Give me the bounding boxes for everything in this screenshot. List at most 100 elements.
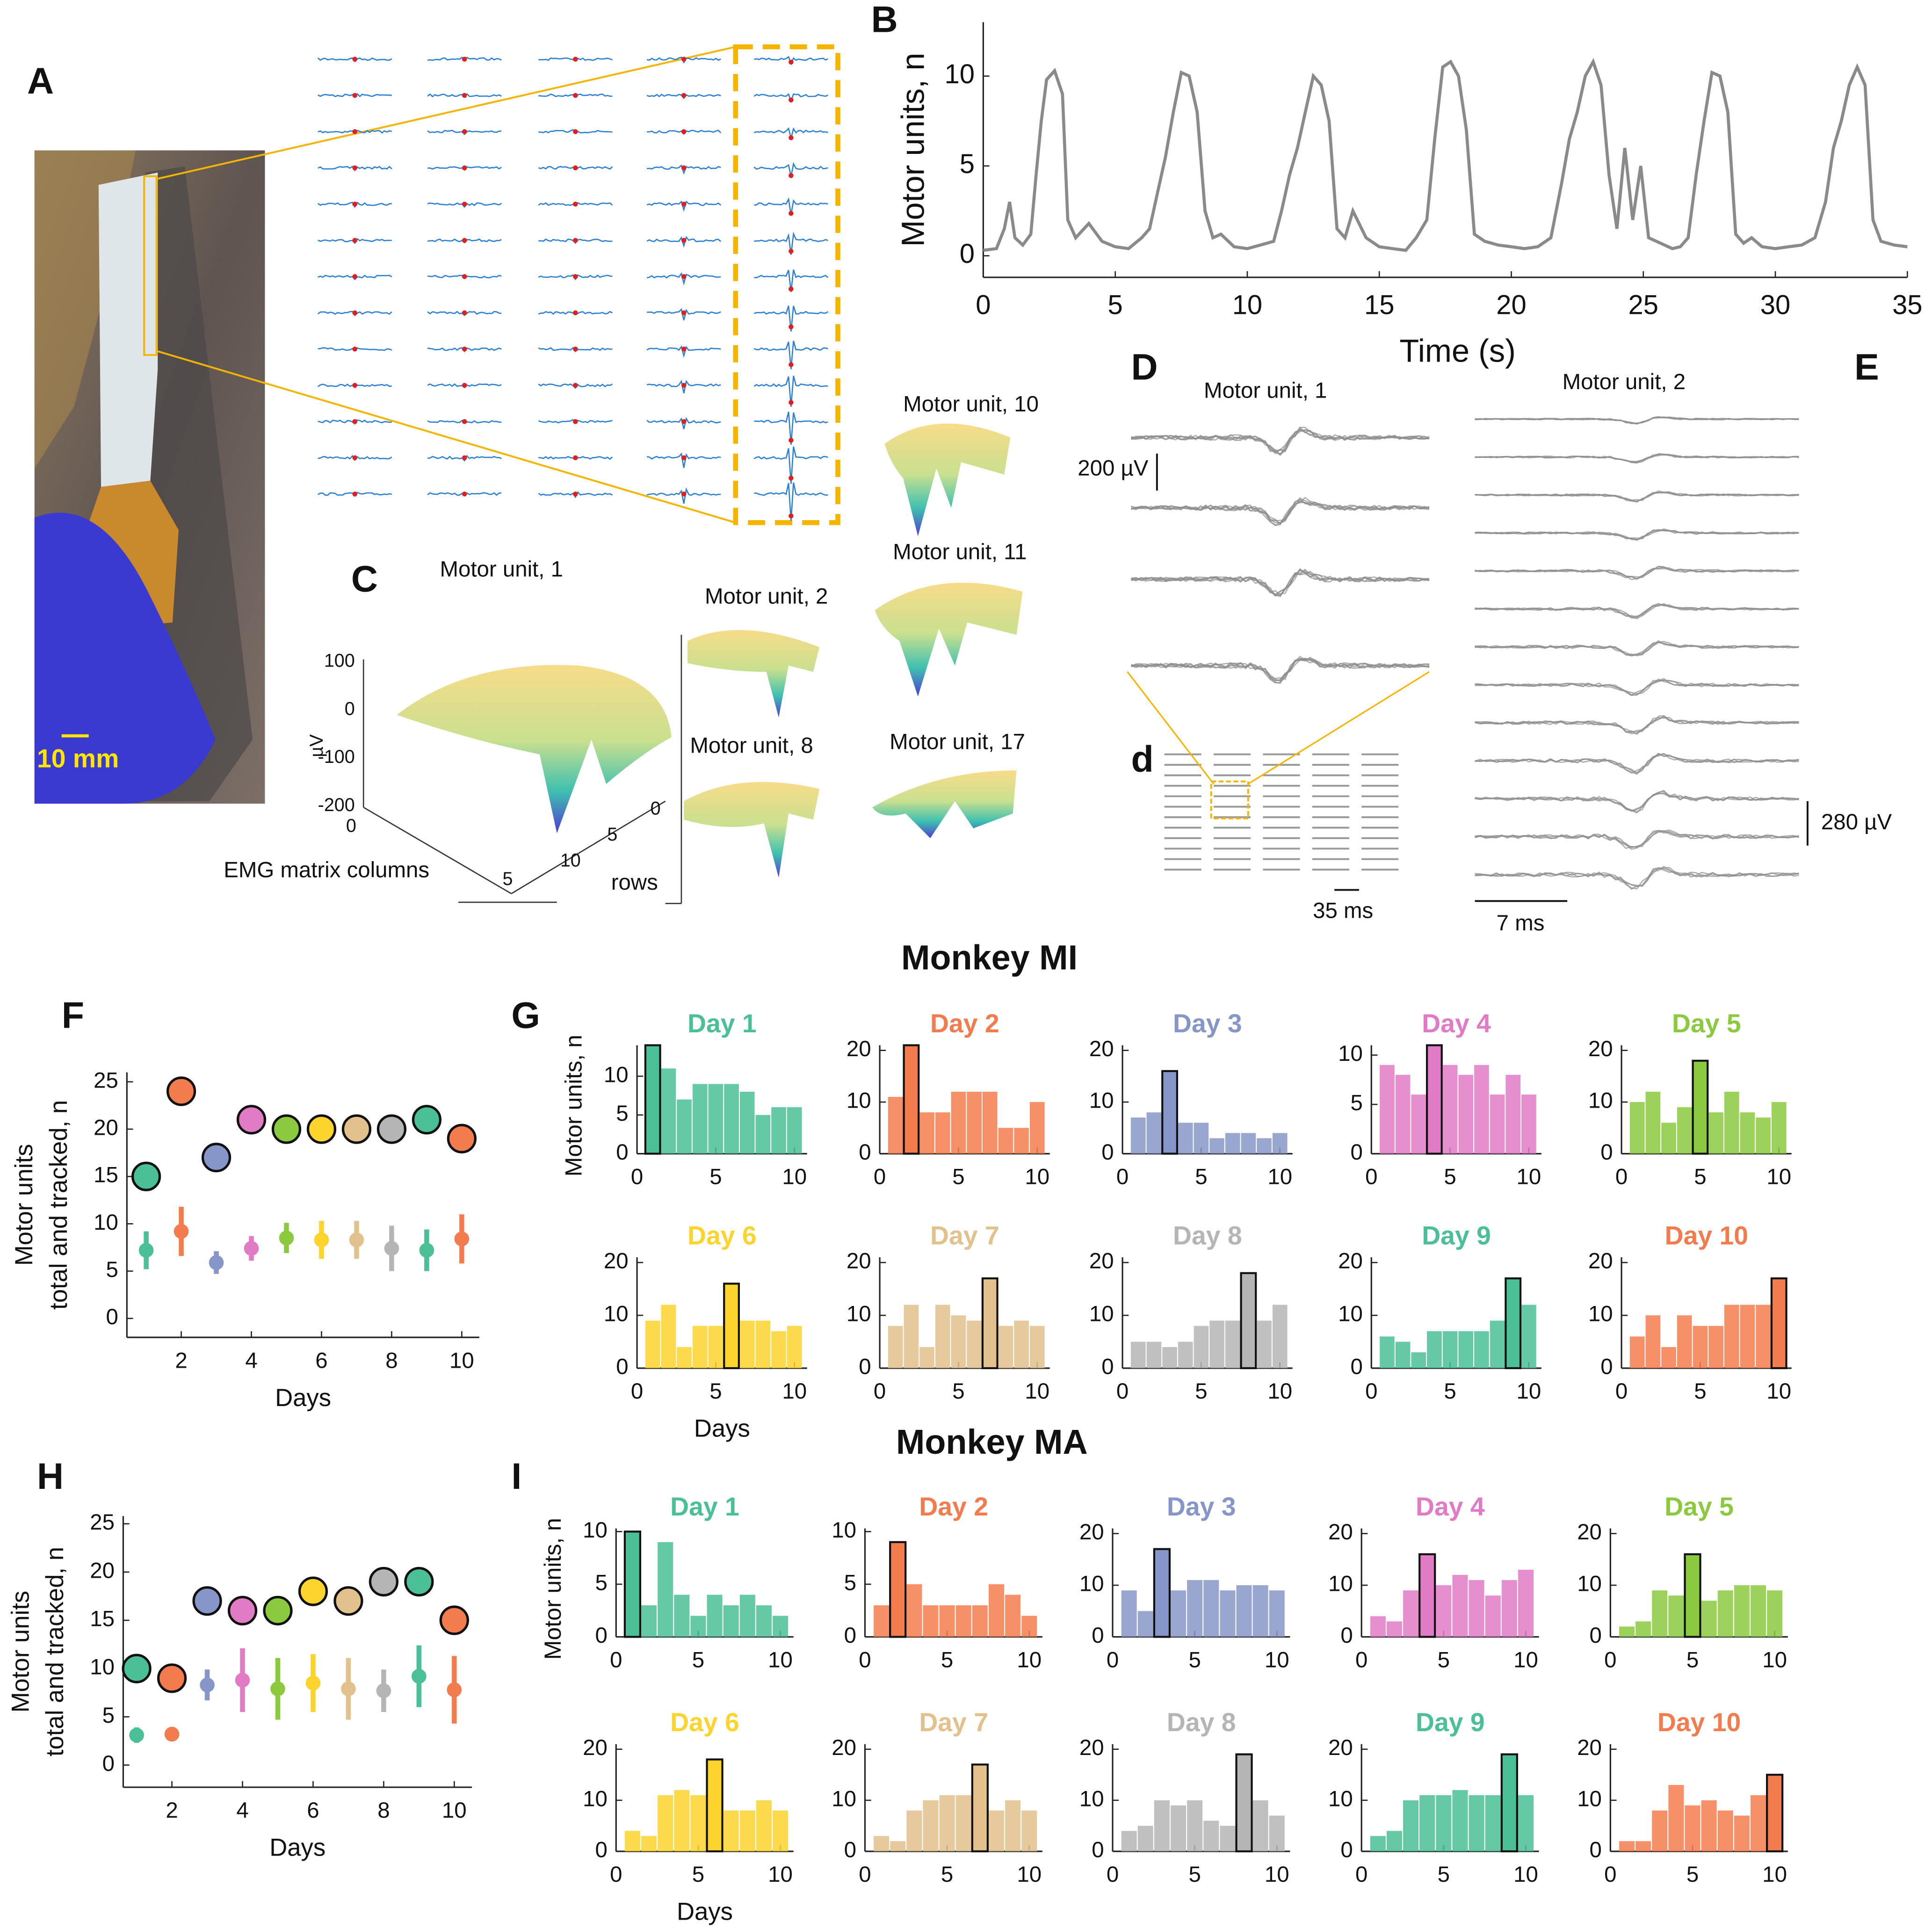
zoom-box [1210, 780, 1249, 819]
tracked-dot [419, 1243, 434, 1258]
spike-trace [1475, 640, 1799, 656]
row-tick-label: 10 [560, 850, 581, 870]
bar [1619, 1841, 1635, 1851]
emg-marker [462, 347, 467, 352]
bar [1684, 1553, 1701, 1638]
y-tick-label: 10 [1089, 1088, 1114, 1113]
emg-marker [352, 310, 358, 316]
bar [1485, 1595, 1501, 1637]
bar [874, 1605, 890, 1637]
bar [787, 1107, 802, 1154]
x-tick-label: 10 [768, 1648, 793, 1673]
y-tick-label: 20 [1577, 1735, 1602, 1760]
bar [1257, 1320, 1272, 1369]
bar [1766, 1774, 1784, 1853]
spike-trace [1475, 753, 1799, 774]
bar [1257, 1138, 1272, 1154]
bar [1724, 1091, 1739, 1154]
emg-marker [352, 347, 358, 352]
x-tick-label: 5 [1686, 1862, 1699, 1887]
x-tick-label: 10 [1513, 1648, 1538, 1673]
y-tick-label: 10 [1577, 1786, 1602, 1811]
emg-marker [462, 165, 467, 171]
bar [1635, 1621, 1651, 1637]
bar [1153, 1548, 1171, 1638]
bar [1380, 1336, 1395, 1369]
bar [1717, 1810, 1733, 1851]
emg-marker [352, 274, 358, 279]
bar [1474, 1331, 1489, 1369]
photo-glove [34, 513, 216, 804]
tracked-dot [305, 1675, 321, 1690]
spike-trace [1131, 569, 1430, 595]
surface-title: Motor unit, 2 [705, 584, 828, 609]
bar [1677, 1107, 1692, 1154]
bar [1154, 1800, 1170, 1851]
bar [1269, 1815, 1285, 1851]
x-tick-label: 10 [1267, 1165, 1292, 1189]
bar [674, 1595, 690, 1637]
bar [1452, 1574, 1468, 1637]
surface [687, 630, 819, 718]
emg-marker [789, 173, 794, 178]
y-axis-label: total and tracked, n [41, 1547, 69, 1756]
bar [1130, 1342, 1146, 1369]
bar [1014, 1320, 1029, 1369]
x-tick-label: 25 [1628, 290, 1658, 320]
z-tick-label: -100 [318, 747, 355, 767]
bar [939, 1605, 955, 1637]
tracked-dot [270, 1681, 285, 1697]
bar [1137, 1826, 1153, 1851]
bar [939, 1795, 955, 1851]
bar [1521, 1305, 1536, 1369]
bar [1252, 1800, 1268, 1851]
emg-trace [754, 411, 828, 445]
bar [787, 1326, 802, 1369]
emg-marker [352, 202, 358, 207]
y-tick-label: 20 [604, 1249, 629, 1274]
y-tick-label: 10 [847, 1088, 871, 1113]
bar [1751, 1795, 1766, 1851]
emg-marker [681, 93, 687, 98]
tracked-dot [235, 1673, 250, 1688]
z-label: µV [306, 734, 327, 757]
bar [1740, 1305, 1755, 1369]
spike-trace [1131, 426, 1430, 455]
emg-marker [789, 400, 794, 405]
panel-letter: d [1131, 738, 1154, 779]
axis-line [363, 806, 512, 894]
bar [1635, 1841, 1651, 1851]
emg-marker [462, 310, 467, 316]
x-tick-label: 0 [874, 1379, 886, 1404]
panel-letter: B [871, 0, 898, 40]
trace-title: Motor unit, 2 [1563, 370, 1686, 394]
y-axis-label: total and tracked, n [45, 1100, 72, 1310]
spike-trace [1475, 566, 1799, 580]
zoom-line [157, 46, 736, 180]
bar [1734, 1585, 1750, 1637]
emg-trace [318, 238, 392, 245]
spike-trace [1475, 717, 1799, 734]
bar [1146, 1342, 1162, 1369]
emg-marker [573, 238, 578, 243]
panel-letter: D [1131, 346, 1158, 387]
bar [1137, 1611, 1153, 1637]
spike-trace [1475, 491, 1799, 502]
chart-title: Day 1 [687, 1009, 757, 1038]
trace-panels [1130, 416, 1799, 890]
y-tick-label: 10 [604, 1302, 629, 1327]
bar [645, 1320, 660, 1369]
bar [739, 1320, 755, 1369]
tracked-dot [138, 1243, 154, 1258]
y-tick-label: 10 [1089, 1302, 1114, 1327]
surface-title: Motor unit, 17 [890, 730, 1025, 754]
bar [1403, 1800, 1419, 1851]
line [983, 58, 1908, 252]
bar [903, 1044, 920, 1155]
zoom-line [157, 350, 736, 524]
x-tick-label: 10 [1017, 1648, 1042, 1673]
y-tick-label: 0 [1092, 1623, 1104, 1648]
bar [1469, 1795, 1484, 1851]
emg-marker [789, 248, 794, 254]
chart-title: Day 3 [1173, 1009, 1242, 1038]
